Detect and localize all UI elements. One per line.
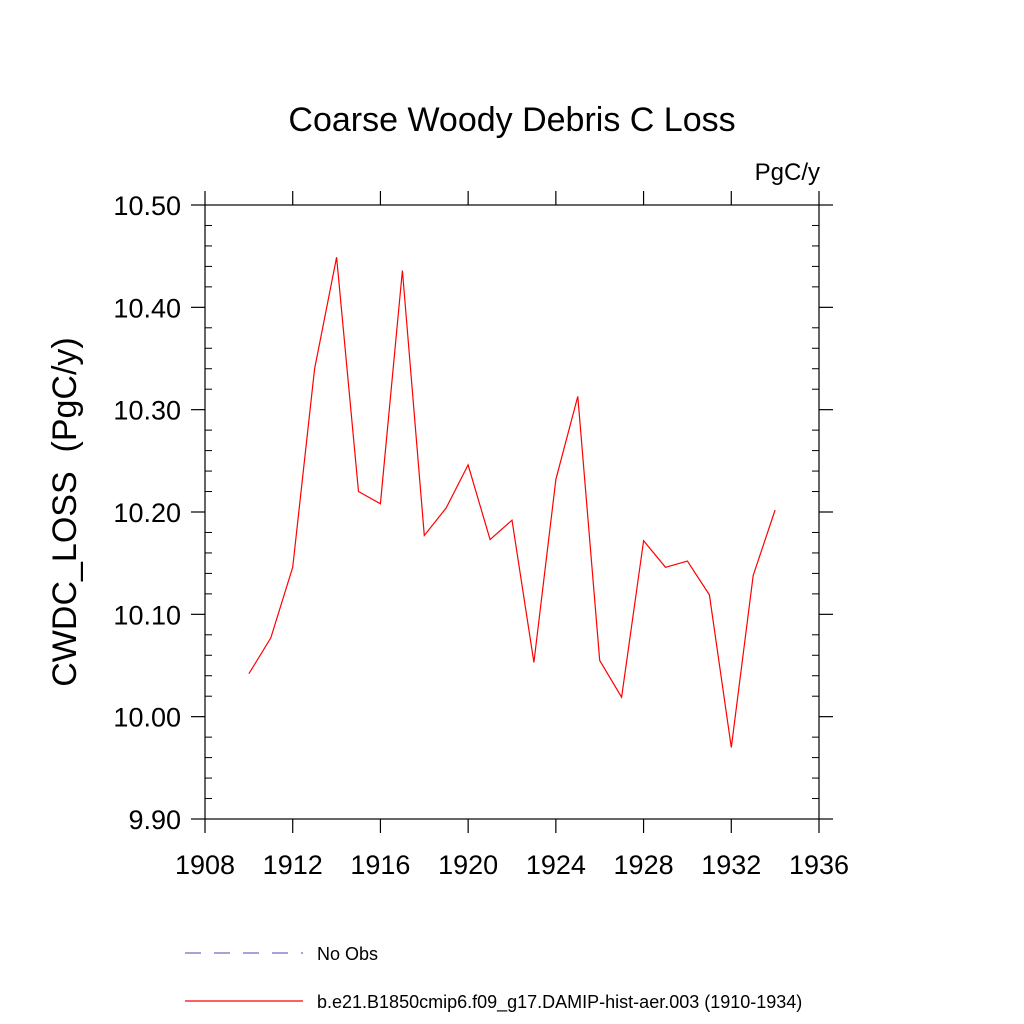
units-label: PgC/y bbox=[755, 159, 820, 186]
plot-frame bbox=[204, 204, 820, 820]
legend-label: No Obs bbox=[317, 944, 378, 964]
x-tick-label: 1920 bbox=[438, 850, 498, 880]
legend: No Obs b.e21.B1850cmip6.f09_g17.DAMIP-his… bbox=[185, 944, 802, 1013]
x-tick-label: 1928 bbox=[614, 850, 674, 880]
x-tick-label: 1908 bbox=[175, 850, 235, 880]
y-tick-label: 10.40 bbox=[113, 293, 181, 323]
x-tick-label: 1912 bbox=[263, 850, 323, 880]
y-tick-label: 9.90 bbox=[128, 805, 181, 835]
chart-title: Coarse Woody Debris C Loss bbox=[288, 101, 735, 139]
tick-labels: 1908 1912 1916 1920 1924 1928 1932 1936 9.90 10.0… bbox=[113, 191, 849, 880]
y-tick-label: 10.30 bbox=[113, 396, 181, 426]
x-tick-label: 1916 bbox=[350, 850, 410, 880]
x-tick-label: 1932 bbox=[701, 850, 761, 880]
x-tick-label: 1924 bbox=[526, 850, 586, 880]
x-tick-label: 1936 bbox=[789, 850, 849, 880]
series-line bbox=[248, 257, 776, 748]
y-tick-label: 10.10 bbox=[113, 600, 181, 630]
legend-label: b.e21.B1850cmip6.f09_g17.DAMIP-hist-aer.… bbox=[317, 992, 802, 1013]
axis-ticks bbox=[191, 191, 833, 833]
y-tick-label: 10.50 bbox=[113, 191, 181, 221]
y-axis-label: CWDC_LOSS (PgC/y) bbox=[46, 337, 84, 687]
series-lines bbox=[248, 257, 776, 748]
y-tick-label: 10.00 bbox=[113, 703, 181, 733]
y-tick-label: 10.20 bbox=[113, 498, 181, 528]
